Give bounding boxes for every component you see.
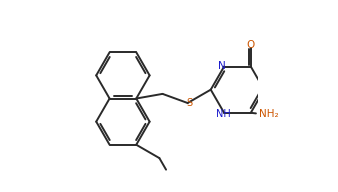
Text: S: S — [186, 98, 192, 108]
Text: N: N — [218, 60, 225, 70]
Text: NH₂: NH₂ — [259, 109, 278, 119]
Text: O: O — [247, 40, 255, 50]
Text: NH: NH — [216, 109, 231, 119]
